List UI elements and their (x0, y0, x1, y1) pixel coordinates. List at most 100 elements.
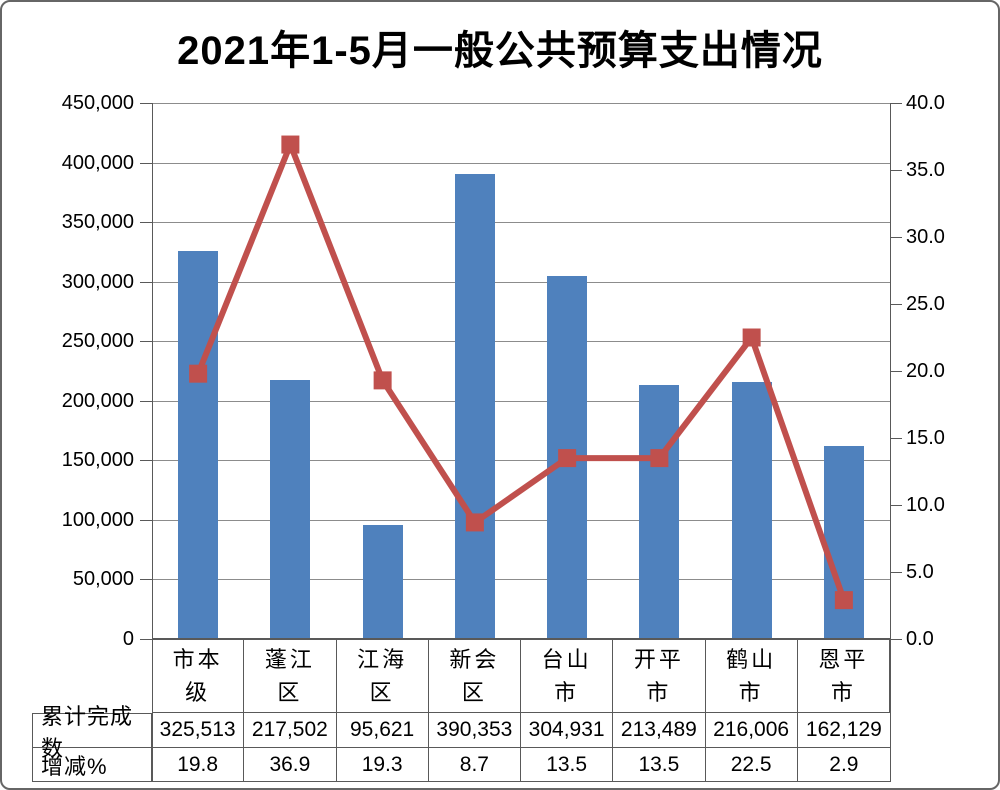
line-marker (558, 449, 577, 468)
bar (454, 174, 495, 639)
left-axis-label: 450,000 (61, 92, 134, 114)
table-cell: 19.8 (152, 748, 245, 782)
right-axis-tick (890, 371, 902, 372)
category-label: 江海区 (357, 646, 408, 705)
left-axis-tick (140, 162, 152, 164)
table-row-label: 增减% (32, 748, 152, 782)
right-axis-label: 10.0 (906, 494, 945, 516)
category-label: 开平市 (633, 646, 684, 705)
right-axis-tick (890, 572, 902, 573)
left-axis-label: 300,000 (61, 270, 134, 293)
table-cell: 216,006 (705, 713, 798, 748)
category-cell: 台山市 (521, 639, 614, 713)
right-axis-tick (890, 237, 902, 238)
table-cell: 390,353 (428, 713, 521, 748)
gridline (152, 281, 890, 283)
gridline (152, 579, 890, 581)
line-series (189, 135, 853, 610)
right-axis-tick (890, 505, 902, 506)
category-cell: 江海区 (336, 639, 429, 713)
left-axis-tick (140, 281, 152, 283)
right-axis-label: 15.0 (906, 427, 945, 449)
right-axis-label: 0.0 (906, 628, 934, 650)
bar (178, 251, 219, 639)
table-cell: 22.5 (705, 748, 798, 782)
line-path (195, 136, 847, 602)
gridline (152, 103, 890, 104)
left-axis-tick (140, 400, 152, 402)
category-cell: 恩平市 (797, 639, 890, 713)
left-axis-label: 400,000 (61, 151, 134, 174)
left-axis-label: 250,000 (61, 330, 134, 353)
right-axis-label: 40.0 (906, 92, 945, 114)
gridline (152, 341, 890, 343)
table-cell: 19.3 (336, 748, 429, 782)
right-axis-tick (890, 103, 902, 104)
line-marker (742, 328, 761, 347)
category-cell: 鹤山市 (705, 639, 798, 713)
left-axis-tick (140, 341, 152, 343)
right-axis-tick (890, 438, 902, 439)
left-axis-tick (140, 639, 152, 640)
table-cell: 13.5 (521, 748, 614, 782)
table-cell: 95,621 (336, 713, 429, 748)
gridline (152, 519, 890, 521)
bar (270, 379, 311, 639)
gridline (152, 222, 890, 224)
table-cell: 8.7 (428, 748, 521, 782)
category-label: 恩平市 (818, 646, 869, 705)
right-axis-tick (890, 639, 902, 640)
left-axis-label: 0 (122, 628, 134, 650)
line-marker (189, 364, 208, 383)
table-cell: 13.5 (613, 748, 706, 782)
table-cell: 2.9 (797, 748, 890, 782)
chart-title: 2021年1-5月一般公共预算支出情况 (177, 29, 823, 73)
category-cell: 开平市 (613, 639, 706, 713)
left-axis-tick (140, 103, 152, 104)
right-axis-label: 25.0 (906, 293, 945, 315)
table-cell: 304,931 (521, 713, 614, 748)
category-label: 新会区 (449, 646, 500, 705)
right-axis-label: 35.0 (906, 159, 945, 181)
line-marker (465, 513, 484, 532)
category-cell: 蓬江区 (244, 639, 337, 713)
right-axis-label: 20.0 (906, 360, 945, 382)
table-cell: 213,489 (613, 713, 706, 748)
table-cell: 217,502 (244, 713, 337, 748)
left-axis-tick (140, 222, 152, 224)
line-marker (373, 371, 392, 390)
table-cell: 325,513 (152, 713, 245, 748)
bar (639, 384, 680, 639)
bar (362, 525, 403, 639)
table-cell: 36.9 (244, 748, 337, 782)
line-marker (650, 449, 669, 468)
table-row-label: 累计完成数 (32, 704, 152, 761)
table-cell: 162,129 (797, 713, 890, 748)
category-label: 市本级 (172, 646, 223, 705)
right-axis-tick (890, 304, 902, 305)
gridline (152, 460, 890, 462)
category-label: 鹤山市 (726, 646, 777, 705)
right-axis-tick (890, 170, 902, 171)
category-cell: 市本级 (152, 639, 245, 713)
bar (731, 381, 772, 639)
category-axis-line (152, 638, 890, 640)
left-axis-label: 200,000 (61, 389, 134, 412)
category-label: 台山市 (541, 646, 592, 705)
left-axis-tick (140, 579, 152, 581)
line-marker (834, 591, 853, 610)
left-axis-label: 350,000 (61, 211, 134, 234)
left-axis-tick (140, 460, 152, 462)
right-axis-label: 30.0 (906, 226, 945, 248)
right-axis-label: 5.0 (906, 561, 934, 583)
left-axis-label: 100,000 (61, 508, 134, 531)
left-axis-tick (140, 519, 152, 521)
gridline (152, 162, 890, 164)
category-label: 蓬江区 (264, 646, 315, 705)
right-axis-line (890, 103, 891, 782)
left-axis-label: 150,000 (61, 449, 134, 472)
category-cell: 新会区 (428, 639, 521, 713)
gridline (152, 400, 890, 402)
line-marker (281, 135, 300, 154)
